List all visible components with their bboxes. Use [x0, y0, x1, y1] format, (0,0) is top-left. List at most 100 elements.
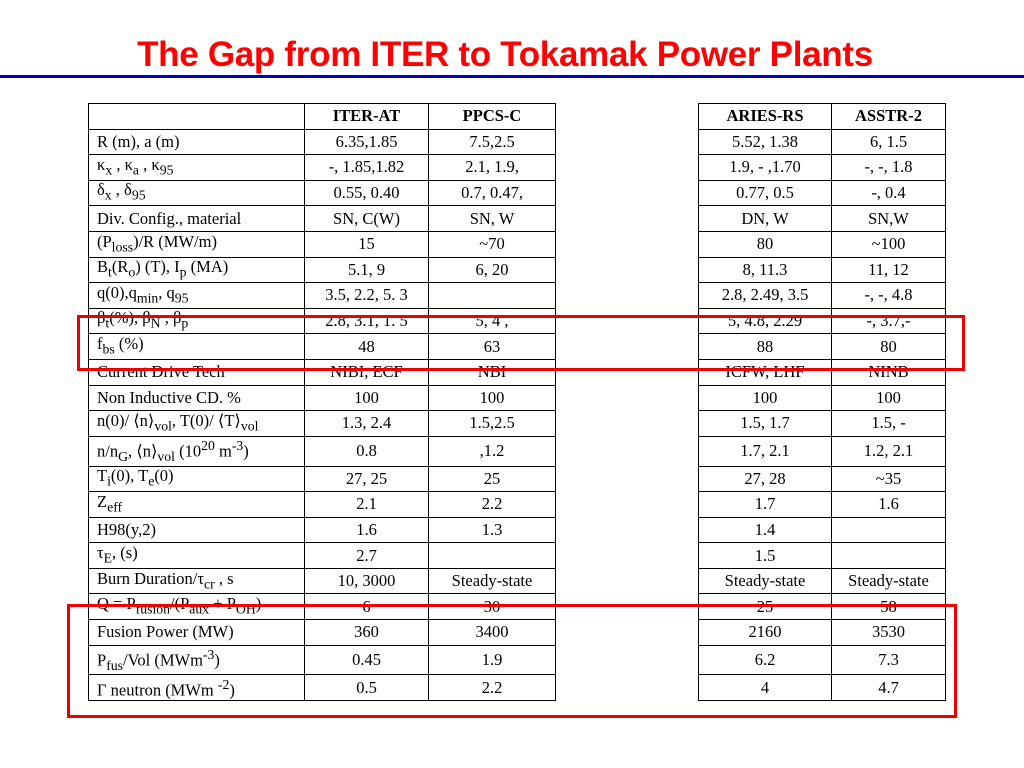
cell-ppcs-c — [428, 542, 556, 569]
cell-iter-at: 0.55, 0.40 — [304, 179, 429, 207]
cell-asstr-2: 1.5, - — [831, 410, 946, 437]
cell-ppcs-c: 7.5,2.5 — [428, 128, 556, 156]
cell-iter-at: 0.5 — [304, 674, 429, 702]
column-gap — [555, 205, 699, 232]
cell-ppcs-c: ,1.2 — [428, 435, 556, 467]
cell-asstr-2: -, 3.7,- — [831, 307, 946, 335]
column-gap — [555, 436, 699, 467]
column-gap — [555, 517, 699, 543]
row-label: fbs (%) — [88, 333, 305, 360]
cell-asstr-2: 1.2, 2.1 — [831, 435, 946, 467]
column-gap — [555, 308, 699, 334]
column-gap — [555, 410, 699, 437]
cell-asstr-2: 100 — [831, 384, 946, 412]
table-row: Current Drive Tech NIBI, ECF NBI ICFW, LHF N… — [88, 358, 946, 386]
cell-asstr-2: 3530 — [831, 619, 946, 646]
cell-iter-at: 1.6 — [304, 516, 429, 544]
column-gap — [555, 385, 699, 411]
row-label: n(0)/ ⟨n⟩vol, T(0)/ ⟨T⟩vol — [88, 410, 305, 437]
cell-iter-at: NIBI, ECF — [304, 358, 429, 386]
table-header-row: ITER-AT PPCS-C ARIES-RS ASSTR-2 — [88, 103, 946, 130]
header-aries-rs: ARIES-RS — [698, 103, 832, 130]
table-row: Pfus/Vol (MWm-3) 0.45 1.9 6.2 7.3 — [88, 644, 946, 676]
cell-aries-rs: 1.5 — [698, 542, 832, 569]
table-row: τE, (s) 2.7 1.5 — [88, 542, 946, 569]
row-label: Non Inductive CD. % — [88, 384, 305, 412]
column-gap — [555, 491, 699, 518]
cell-aries-rs: 2.8, 2.49, 3.5 — [698, 282, 832, 309]
row-label: Ti(0), Te(0) — [88, 465, 305, 493]
cell-iter-at: 10, 3000 — [304, 567, 429, 595]
cell-iter-at: 0.45 — [304, 644, 429, 676]
cell-iter-at: 5.1, 9 — [304, 256, 429, 284]
cell-ppcs-c: 2.2 — [428, 674, 556, 702]
cell-asstr-2: ~100 — [831, 230, 946, 258]
cell-iter-at: 3.5, 2.2, 5. 3 — [304, 282, 429, 309]
cell-ppcs-c: 1.5,2.5 — [428, 410, 556, 437]
cell-aries-rs: 80 — [698, 230, 832, 258]
cell-ppcs-c: 2.2 — [428, 491, 556, 518]
cell-aries-rs: Steady-state — [698, 567, 832, 595]
cell-asstr-2: 4.7 — [831, 674, 946, 702]
table-row: Ti(0), Te(0) 27, 25 25 27, 28 ~35 — [88, 465, 946, 493]
row-label: Div. Config., material — [88, 205, 305, 232]
cell-asstr-2: Steady-state — [831, 567, 946, 595]
cell-iter-at: 0.8 — [304, 435, 429, 467]
cell-iter-at: 1.3, 2.4 — [304, 410, 429, 437]
table-row: βt(%), βN , βp 2.8, 3.1, 1. 5 5, 4 , 5, 4.8… — [88, 307, 946, 335]
cell-iter-at: 2.7 — [304, 542, 429, 569]
cell-asstr-2 — [831, 542, 946, 569]
header-asstr-2: ASSTR-2 — [831, 103, 946, 130]
comparison-table: ITER-AT PPCS-C ARIES-RS ASSTR-2 R (m), a… — [88, 103, 946, 702]
row-label: τE, (s) — [88, 542, 305, 569]
cell-ppcs-c: 100 — [428, 384, 556, 412]
cell-aries-rs: DN, W — [698, 205, 832, 232]
cell-asstr-2 — [831, 516, 946, 544]
row-label: n/nG, ⟨n⟩vol (1020 m-3) — [88, 435, 305, 467]
table-row: n/nG, ⟨n⟩vol (1020 m-3) 0.8,1.2 1.7, 2.1 1.… — [88, 435, 946, 467]
cell-iter-at: 15 — [304, 230, 429, 258]
row-label: Γ neutron (MWm -2) — [88, 674, 305, 702]
row-label: Fusion Power (MW) — [88, 619, 305, 646]
row-label: H98(y,2) — [88, 516, 305, 544]
cell-ppcs-c: 2.1, 1.9, — [428, 154, 556, 181]
row-label: Current Drive Tech — [88, 358, 305, 386]
cell-ppcs-c: ~70 — [428, 230, 556, 258]
table-row: Γ neutron (MWm -2) 0.5 2.2 4 4.7 — [88, 674, 946, 702]
row-label: Bt(Ro) (T), Ip (MA) — [88, 256, 305, 284]
header-corner — [88, 103, 305, 130]
cell-aries-rs: 88 — [698, 333, 832, 360]
cell-asstr-2: 11, 12 — [831, 256, 946, 284]
cell-iter-at: 100 — [304, 384, 429, 412]
table-row: (Ploss)/R (MW/m) 15 ~70 80 ~100 — [88, 230, 946, 258]
table-row: Div. Config., material SN, C(W) SN, W DN, W… — [88, 205, 946, 232]
table-row: κx , κa , κ95 -, 1.85,1.82 2.1, 1.9, 1.9, -… — [88, 154, 946, 181]
column-gap — [555, 180, 699, 206]
column-gap — [555, 231, 699, 258]
cell-iter-at: -, 1.85,1.82 — [304, 154, 429, 181]
cell-aries-rs: 6.2 — [698, 644, 832, 676]
row-label: δx , δ95 — [88, 179, 305, 207]
cell-iter-at: 6.35,1.85 — [304, 128, 429, 156]
cell-ppcs-c: Steady-state — [428, 567, 556, 595]
row-label: Pfus/Vol (MWm-3) — [88, 644, 305, 676]
table-row: H98(y,2) 1.6 1.3 1.4 — [88, 516, 946, 544]
column-gap — [555, 568, 699, 594]
cell-aries-rs: 0.77, 0.5 — [698, 179, 832, 207]
cell-iter-at: 360 — [304, 619, 429, 646]
cell-asstr-2: 7.3 — [831, 644, 946, 676]
cell-aries-rs: 8, 11.3 — [698, 256, 832, 284]
column-gap — [555, 542, 699, 569]
cell-aries-rs: 1.7 — [698, 491, 832, 518]
cell-aries-rs: 1.7, 2.1 — [698, 435, 832, 467]
cell-aries-rs: 100 — [698, 384, 832, 412]
cell-ppcs-c: 25 — [428, 465, 556, 493]
row-label: Burn Duration/τcr , s — [88, 567, 305, 595]
header-iter-at: ITER-AT — [304, 103, 429, 130]
row-label: (Ploss)/R (MW/m) — [88, 230, 305, 258]
cell-ppcs-c — [428, 282, 556, 309]
column-gap — [555, 103, 699, 130]
cell-asstr-2: 1.6 — [831, 491, 946, 518]
table-row: Zeff 2.1 2.2 1.7 1.6 — [88, 491, 946, 518]
cell-aries-rs: 1.9, - ,1.70 — [698, 154, 832, 181]
